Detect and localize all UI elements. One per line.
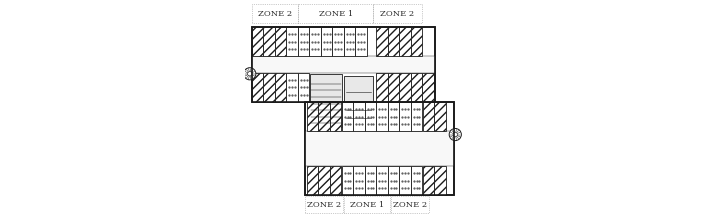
- Circle shape: [244, 68, 256, 80]
- Bar: [274, 27, 286, 56]
- Bar: [354, 102, 365, 131]
- Bar: [376, 166, 387, 195]
- Bar: [411, 166, 422, 195]
- Bar: [373, 4, 422, 23]
- Bar: [318, 102, 330, 131]
- Text: ZONE 2: ZONE 2: [307, 201, 341, 209]
- Circle shape: [449, 128, 462, 141]
- Bar: [387, 73, 399, 102]
- Bar: [321, 27, 332, 56]
- Text: ZONE 2: ZONE 2: [393, 201, 428, 209]
- Bar: [330, 102, 341, 131]
- Bar: [423, 166, 434, 195]
- Bar: [387, 27, 399, 56]
- Bar: [399, 102, 411, 131]
- Bar: [399, 166, 411, 195]
- Bar: [310, 74, 342, 127]
- Bar: [356, 27, 367, 56]
- Bar: [263, 73, 274, 102]
- Bar: [354, 166, 365, 195]
- Bar: [344, 196, 390, 213]
- Bar: [344, 27, 356, 56]
- Bar: [252, 27, 435, 102]
- Bar: [411, 102, 422, 131]
- Bar: [387, 166, 399, 195]
- Bar: [376, 27, 387, 56]
- Text: ZONE 2: ZONE 2: [257, 10, 292, 18]
- Bar: [423, 102, 434, 131]
- Bar: [298, 4, 373, 23]
- Bar: [307, 102, 318, 131]
- Bar: [387, 102, 399, 131]
- Bar: [434, 102, 445, 131]
- Text: ZONE 2: ZONE 2: [380, 10, 414, 18]
- Bar: [392, 196, 429, 213]
- Bar: [411, 73, 422, 102]
- Bar: [305, 102, 455, 195]
- Bar: [305, 196, 343, 213]
- Bar: [422, 73, 433, 102]
- Bar: [286, 27, 298, 56]
- Bar: [411, 27, 422, 56]
- Text: ZONE 1: ZONE 1: [350, 201, 384, 209]
- Bar: [252, 73, 263, 102]
- Bar: [365, 102, 376, 131]
- Bar: [399, 27, 411, 56]
- Bar: [341, 102, 354, 131]
- Bar: [365, 166, 376, 195]
- Bar: [252, 56, 435, 73]
- Bar: [310, 27, 321, 56]
- Bar: [286, 73, 298, 102]
- Bar: [399, 73, 411, 102]
- Bar: [344, 76, 373, 124]
- Bar: [307, 166, 318, 195]
- Circle shape: [247, 72, 252, 76]
- Bar: [298, 27, 310, 56]
- Bar: [305, 131, 455, 166]
- Bar: [376, 73, 387, 102]
- Bar: [274, 73, 286, 102]
- Bar: [252, 27, 263, 56]
- Bar: [298, 73, 310, 102]
- Bar: [341, 166, 354, 195]
- Bar: [434, 166, 445, 195]
- Bar: [252, 4, 298, 23]
- Bar: [305, 102, 455, 195]
- Bar: [263, 27, 274, 56]
- Text: ZONE 1: ZONE 1: [319, 10, 353, 18]
- Bar: [376, 102, 387, 131]
- Circle shape: [453, 132, 457, 137]
- Bar: [318, 166, 330, 195]
- Bar: [332, 27, 344, 56]
- Bar: [252, 27, 435, 102]
- Bar: [330, 166, 341, 195]
